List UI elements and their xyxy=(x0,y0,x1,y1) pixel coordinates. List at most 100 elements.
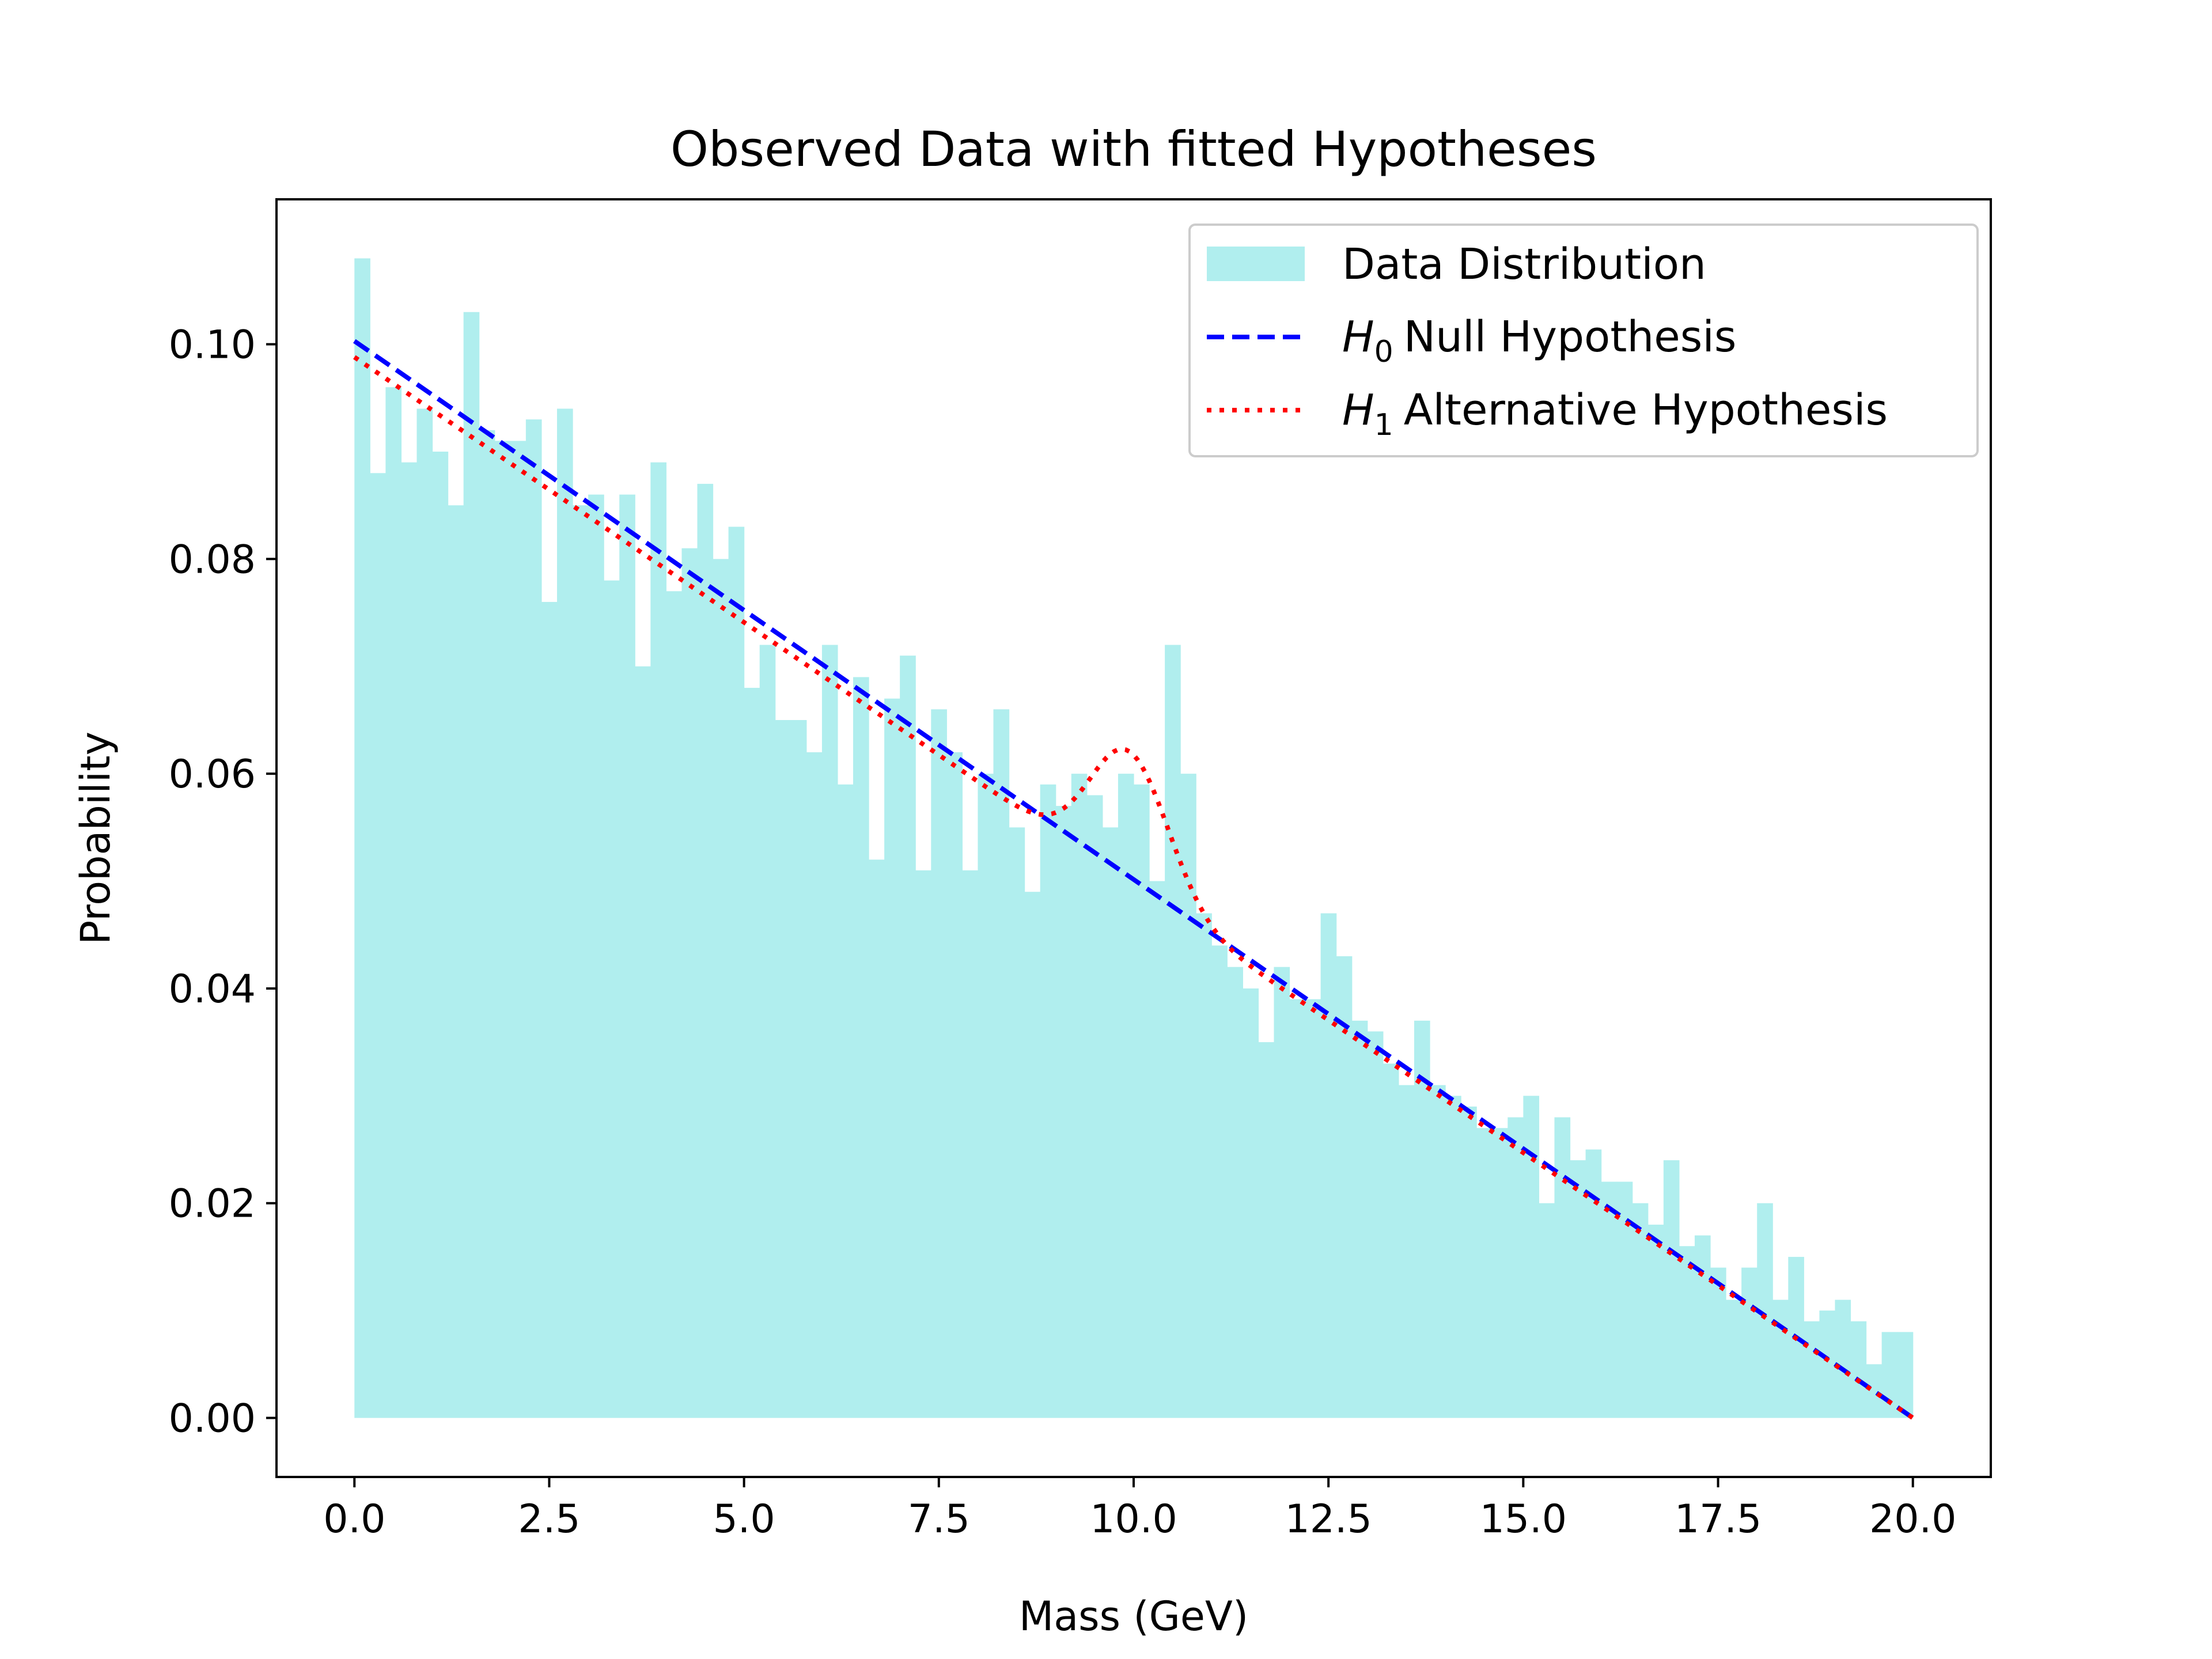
x-tick-label: 12.5 xyxy=(1285,1497,1372,1542)
histogram-bar xyxy=(541,601,558,1418)
histogram-bar xyxy=(697,483,714,1418)
y-tick-label: 0.08 xyxy=(169,537,256,582)
histogram-bar xyxy=(1289,999,1306,1418)
histogram-bar xyxy=(401,462,418,1418)
histogram-bar xyxy=(604,580,620,1418)
histogram-bar xyxy=(869,859,885,1418)
histogram-bar xyxy=(1055,806,1072,1418)
histogram-bar xyxy=(1679,1246,1695,1418)
x-tick-label: 7.5 xyxy=(908,1497,970,1542)
histogram-bar xyxy=(1118,774,1134,1418)
histogram-bar xyxy=(962,870,979,1418)
histogram-bar xyxy=(1461,1106,1477,1418)
histogram-bar xyxy=(993,709,1010,1418)
histogram-bar xyxy=(1554,1117,1571,1418)
histogram-bar xyxy=(1445,1096,1461,1418)
legend-box xyxy=(1188,224,1979,457)
histogram-bar xyxy=(1243,988,1259,1418)
histogram-bar xyxy=(1227,967,1243,1418)
histogram-bar xyxy=(1632,1203,1649,1418)
histogram-bar xyxy=(1850,1321,1867,1418)
histogram-bar xyxy=(931,709,947,1418)
histogram-bar xyxy=(759,645,776,1418)
histogram-bar xyxy=(1694,1235,1711,1418)
histogram-bar xyxy=(1071,774,1088,1418)
histogram-bar xyxy=(900,656,916,1418)
x-tick-label: 10.0 xyxy=(1090,1497,1177,1542)
histogram-bar xyxy=(432,452,449,1418)
y-axis-label: Probability xyxy=(72,732,119,945)
histogram-bar xyxy=(1539,1203,1555,1418)
histogram-bar xyxy=(1523,1096,1540,1418)
x-tick-label: 15.0 xyxy=(1480,1497,1567,1542)
histogram-bar xyxy=(1585,1149,1602,1418)
histogram-bar xyxy=(884,698,900,1418)
histogram-bar xyxy=(1772,1300,1789,1418)
histogram-bar xyxy=(573,505,589,1418)
histogram-bar xyxy=(1726,1300,1742,1418)
histogram-bar xyxy=(1320,913,1337,1418)
histogram-bar xyxy=(463,312,480,1418)
histogram-bar xyxy=(1305,999,1321,1418)
x-axis: 0.0 2.5 5.0 7.5 10.0 12.5 15.0 17.5 20.0 xyxy=(323,1477,1956,1542)
histogram-bar xyxy=(1866,1364,1883,1418)
y-tick-label: 0.00 xyxy=(169,1396,256,1441)
histogram-bar xyxy=(1274,967,1290,1418)
histogram-bar xyxy=(354,258,370,1418)
histogram-bar xyxy=(1180,774,1196,1418)
histogram-bar xyxy=(1570,1160,1586,1418)
legend-h0-subscript: 0 xyxy=(1374,335,1393,369)
histogram-bar xyxy=(1196,913,1212,1418)
histogram-bar xyxy=(1601,1181,1618,1418)
histogram-bar xyxy=(775,719,791,1418)
histogram-bar xyxy=(479,430,495,1418)
histogram-bar xyxy=(494,441,511,1418)
histogram-bar xyxy=(1398,1085,1415,1418)
y-tick-label: 0.04 xyxy=(169,967,256,1012)
histogram-bar xyxy=(1492,1128,1508,1418)
legend-h0-symbol: H xyxy=(1342,312,1374,362)
histogram-bar xyxy=(1508,1117,1524,1418)
histogram-bar xyxy=(1009,827,1025,1418)
histogram-bar xyxy=(1710,1267,1726,1418)
histogram-bar xyxy=(853,677,869,1418)
histogram-bar xyxy=(1476,1128,1493,1418)
histogram-bar xyxy=(1367,1031,1384,1418)
x-tick-label: 5.0 xyxy=(713,1497,775,1542)
histogram-bar xyxy=(1663,1160,1680,1418)
legend-label-h0: H0 Null Hypothesis xyxy=(1342,312,1736,369)
histogram-bar xyxy=(666,591,683,1418)
histogram-bar xyxy=(1382,1063,1399,1418)
histogram-bar xyxy=(588,494,604,1418)
x-tick-label: 2.5 xyxy=(518,1497,580,1542)
histogram-bar xyxy=(1741,1267,1758,1418)
histogram-bar xyxy=(448,505,464,1418)
y-tick-label: 0.02 xyxy=(169,1181,256,1227)
histogram-bar xyxy=(650,462,666,1418)
histogram-bar xyxy=(1430,1085,1446,1418)
histogram-bar xyxy=(1881,1332,1898,1418)
histogram-bar xyxy=(619,494,635,1418)
histogram-bars xyxy=(354,258,1914,1418)
histogram-bar xyxy=(806,752,823,1418)
histogram-bar xyxy=(1897,1332,1914,1418)
histogram-bar xyxy=(510,441,527,1418)
histogram-bar xyxy=(713,559,729,1418)
histogram-bar xyxy=(1211,945,1228,1418)
histogram-bar xyxy=(978,774,994,1418)
histogram-bar xyxy=(1258,1042,1275,1418)
histogram-bar xyxy=(1835,1300,1851,1418)
histogram-bar xyxy=(1819,1310,1836,1418)
histogram-bar xyxy=(790,719,807,1418)
legend: Data Distribution H0 Null Hypothesis H1 Al… xyxy=(1188,224,1979,457)
histogram-bar xyxy=(1165,645,1181,1418)
histogram-bar xyxy=(1102,827,1119,1418)
legend-h1-symbol: H xyxy=(1342,385,1374,435)
h0-null-hypothesis-line xyxy=(353,339,1915,1420)
histogram-bar xyxy=(1804,1321,1820,1418)
chart-title: Observed Data with fitted Hypotheses xyxy=(671,121,1597,177)
legend-label-h1: H1 Alternative Hypothesis xyxy=(1342,385,1888,442)
histogram-bar xyxy=(946,752,963,1418)
histogram-bar xyxy=(370,473,386,1418)
